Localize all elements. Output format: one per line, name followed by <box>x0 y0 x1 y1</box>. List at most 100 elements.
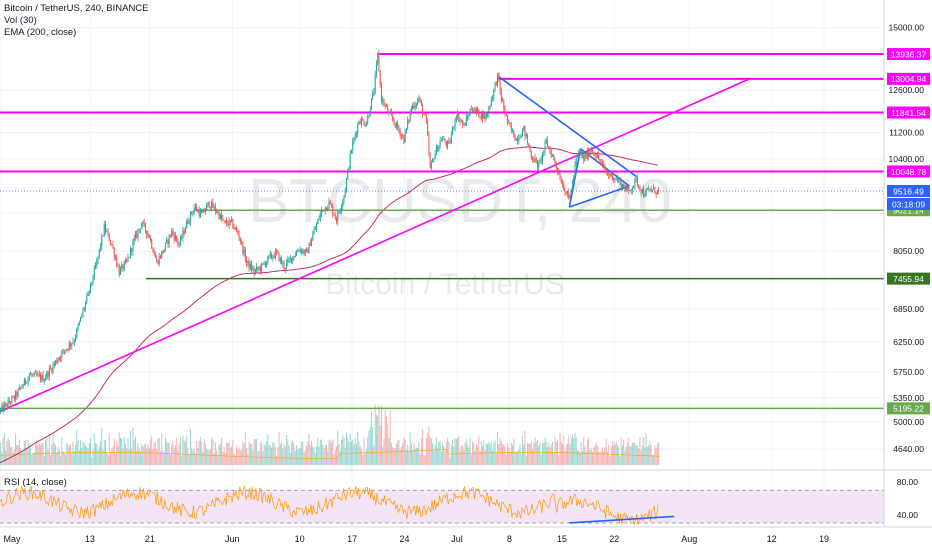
candle-body-426 <box>532 158 534 160</box>
candle-body-257 <box>321 209 323 214</box>
candle-body-437 <box>545 140 547 143</box>
price-tick-0: 15000.00 <box>889 23 925 33</box>
candle-body-358 <box>447 141 449 146</box>
volume-bar-249 <box>311 440 313 465</box>
volume-bar-103 <box>128 449 130 465</box>
volume-bar-2 <box>2 437 4 465</box>
volume-bar-33 <box>41 443 43 465</box>
volume-bar-113 <box>141 444 143 465</box>
vol-legend[interactable]: Vol (30) <box>4 15 37 26</box>
candle-body-379 <box>473 111 475 113</box>
candle-body-0 <box>0 409 2 412</box>
time-axis[interactable]: May 13 21 Jun 10 17 24 Jul 8 15 22 Aug 12 19 <box>0 527 932 550</box>
volume-bar-427 <box>533 442 535 465</box>
volume-bar-88 <box>110 453 111 465</box>
volume-bar-144 <box>179 437 181 465</box>
candle-body-395 <box>493 89 495 98</box>
candle-body-94 <box>117 265 119 267</box>
volume-bar-182 <box>227 442 229 465</box>
candle-body-473 <box>590 150 592 152</box>
candle-body-263 <box>328 201 330 208</box>
volume-bar-200 <box>249 443 251 465</box>
volume-bar-405 <box>505 454 507 465</box>
candle-body-238 <box>297 251 299 252</box>
volume-bar-345 <box>430 438 432 465</box>
candle-body-258 <box>322 209 324 211</box>
volume-bar-388 <box>484 450 486 465</box>
horizontal-levels[interactable] <box>0 53 884 410</box>
volume-bar-326 <box>407 444 409 465</box>
volume-bar-92 <box>114 454 116 465</box>
rsi-divergence-line[interactable] <box>569 515 675 524</box>
candle-body-22 <box>27 377 29 383</box>
candle-body-67 <box>83 308 85 310</box>
volume-bar-151 <box>188 454 190 465</box>
volume-bar-421 <box>525 455 527 465</box>
candle-body-344 <box>429 153 431 169</box>
volume-bar-34 <box>42 443 44 465</box>
candle-body-290 <box>362 118 364 121</box>
volume-bar-133 <box>166 440 168 465</box>
volume-bar-275 <box>343 437 345 465</box>
level-label-4: 9021.14 <box>893 206 924 216</box>
volume-bar-244 <box>304 449 306 465</box>
volume-bar-468 <box>584 446 586 465</box>
volume-bar-469 <box>585 451 587 465</box>
volume-bar-365 <box>455 439 457 465</box>
symbol-legend[interactable]: Bitcoin / TetherUS, 240, BINANCE <box>4 3 149 14</box>
volume-bar-394 <box>492 450 494 465</box>
volume-bar-32 <box>40 444 42 465</box>
volume-bar-91 <box>113 438 115 465</box>
ema-legend[interactable]: EMA (200, close) <box>4 27 77 38</box>
candle-body-37 <box>46 372 48 378</box>
volume-bar-263 <box>328 440 330 465</box>
volume-bar-289 <box>360 449 362 465</box>
volume-bar-475 <box>593 447 595 465</box>
level-label-5: 7455.94 <box>893 274 924 284</box>
candle-body-332 <box>414 105 416 109</box>
trendlines[interactable] <box>0 75 750 413</box>
volume-bar-153 <box>191 448 193 465</box>
candle-body-327 <box>408 120 410 121</box>
volume-bar-87 <box>108 433 110 465</box>
volume-bar-93 <box>116 440 118 465</box>
candle-body-253 <box>316 224 318 229</box>
volume-bar-207 <box>258 450 260 465</box>
volume-bar-491 <box>613 445 615 465</box>
volume-bar-519 <box>648 445 650 465</box>
candle-body-434 <box>542 152 544 161</box>
volume-bar-208 <box>259 441 261 465</box>
candle-body-445 <box>555 163 557 168</box>
volume-bar-74 <box>92 449 94 465</box>
volume-bar-526 <box>656 443 658 465</box>
volume-bar-43 <box>53 442 55 465</box>
volume-bar-137 <box>171 444 173 465</box>
candle-body-148 <box>184 228 186 234</box>
candle-body-13 <box>16 392 18 397</box>
volume-bar-148 <box>184 441 186 465</box>
volume-bar-7 <box>8 440 10 465</box>
candle-body-182 <box>227 223 229 226</box>
volume-bar-349 <box>435 437 437 465</box>
candle-body-350 <box>437 146 439 152</box>
volume-bar-299 <box>373 445 375 465</box>
volume-bar-508 <box>634 442 636 465</box>
candle-body-160 <box>199 211 201 217</box>
candle-body-105 <box>131 248 133 252</box>
candle-body-431 <box>538 162 540 168</box>
volume-bar-278 <box>347 438 349 465</box>
candle-body-523 <box>653 187 655 190</box>
volume-bar-274 <box>342 435 344 465</box>
volume-bar-452 <box>564 451 566 465</box>
candle-body-507 <box>633 185 635 189</box>
candle-body-406 <box>507 115 509 122</box>
candle-body-119 <box>148 234 150 238</box>
rsi-legend[interactable]: RSI (14, close) <box>4 477 67 488</box>
volume-bar-339 <box>423 455 425 465</box>
candle-body-502 <box>626 186 628 189</box>
candle-body-495 <box>618 180 620 182</box>
candle-body-184 <box>229 220 231 222</box>
time-tick-0: May <box>3 534 21 544</box>
volume-bar-449 <box>560 441 562 465</box>
